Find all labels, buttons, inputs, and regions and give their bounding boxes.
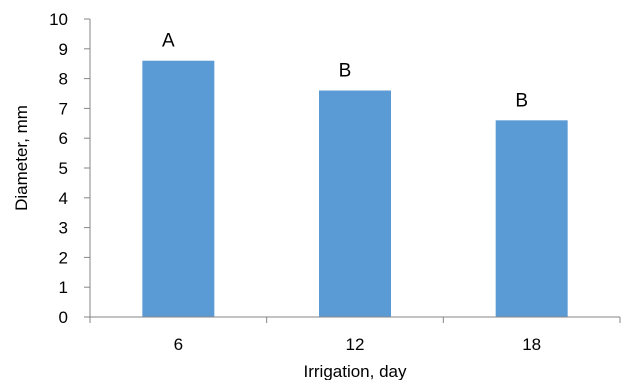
y-tick-label: 8 [59,70,68,89]
x-axis-title: Irrigation, day [304,362,407,380]
bars [142,60,568,318]
bar-annotations: A B B [162,31,528,112]
y-axis-tick-labels: 0 1 2 3 4 5 6 7 8 9 10 [49,10,68,327]
y-tick-label: 1 [59,278,68,297]
y-axis-title: Diameter, mm [12,105,31,211]
bar-18 [495,120,568,317]
y-tick-label: 4 [59,189,68,208]
bar-annotation-12: B [339,61,352,82]
y-tick-label: 3 [59,219,68,238]
bar-12 [319,90,391,318]
bar-annotation-18: B [515,90,528,111]
x-tick-label-12: 12 [346,335,365,354]
y-tick-label: 9 [59,40,68,59]
y-tick-label: 5 [59,159,68,178]
bar-annotation-6: A [162,31,175,52]
x-tick-label-18: 18 [522,335,541,354]
y-tick-label: 2 [59,248,68,267]
y-tick-label: 10 [49,10,68,29]
x-axis-tick-labels: 6 12 18 [174,335,542,354]
y-tick-label: 7 [59,99,68,118]
y-tick-label: 0 [59,308,68,327]
y-axis-ticks [84,18,90,318]
y-tick-label: 6 [59,129,68,148]
bar-6 [142,60,215,317]
x-axis-ticks [89,317,621,323]
x-tick-label-6: 6 [174,335,183,354]
